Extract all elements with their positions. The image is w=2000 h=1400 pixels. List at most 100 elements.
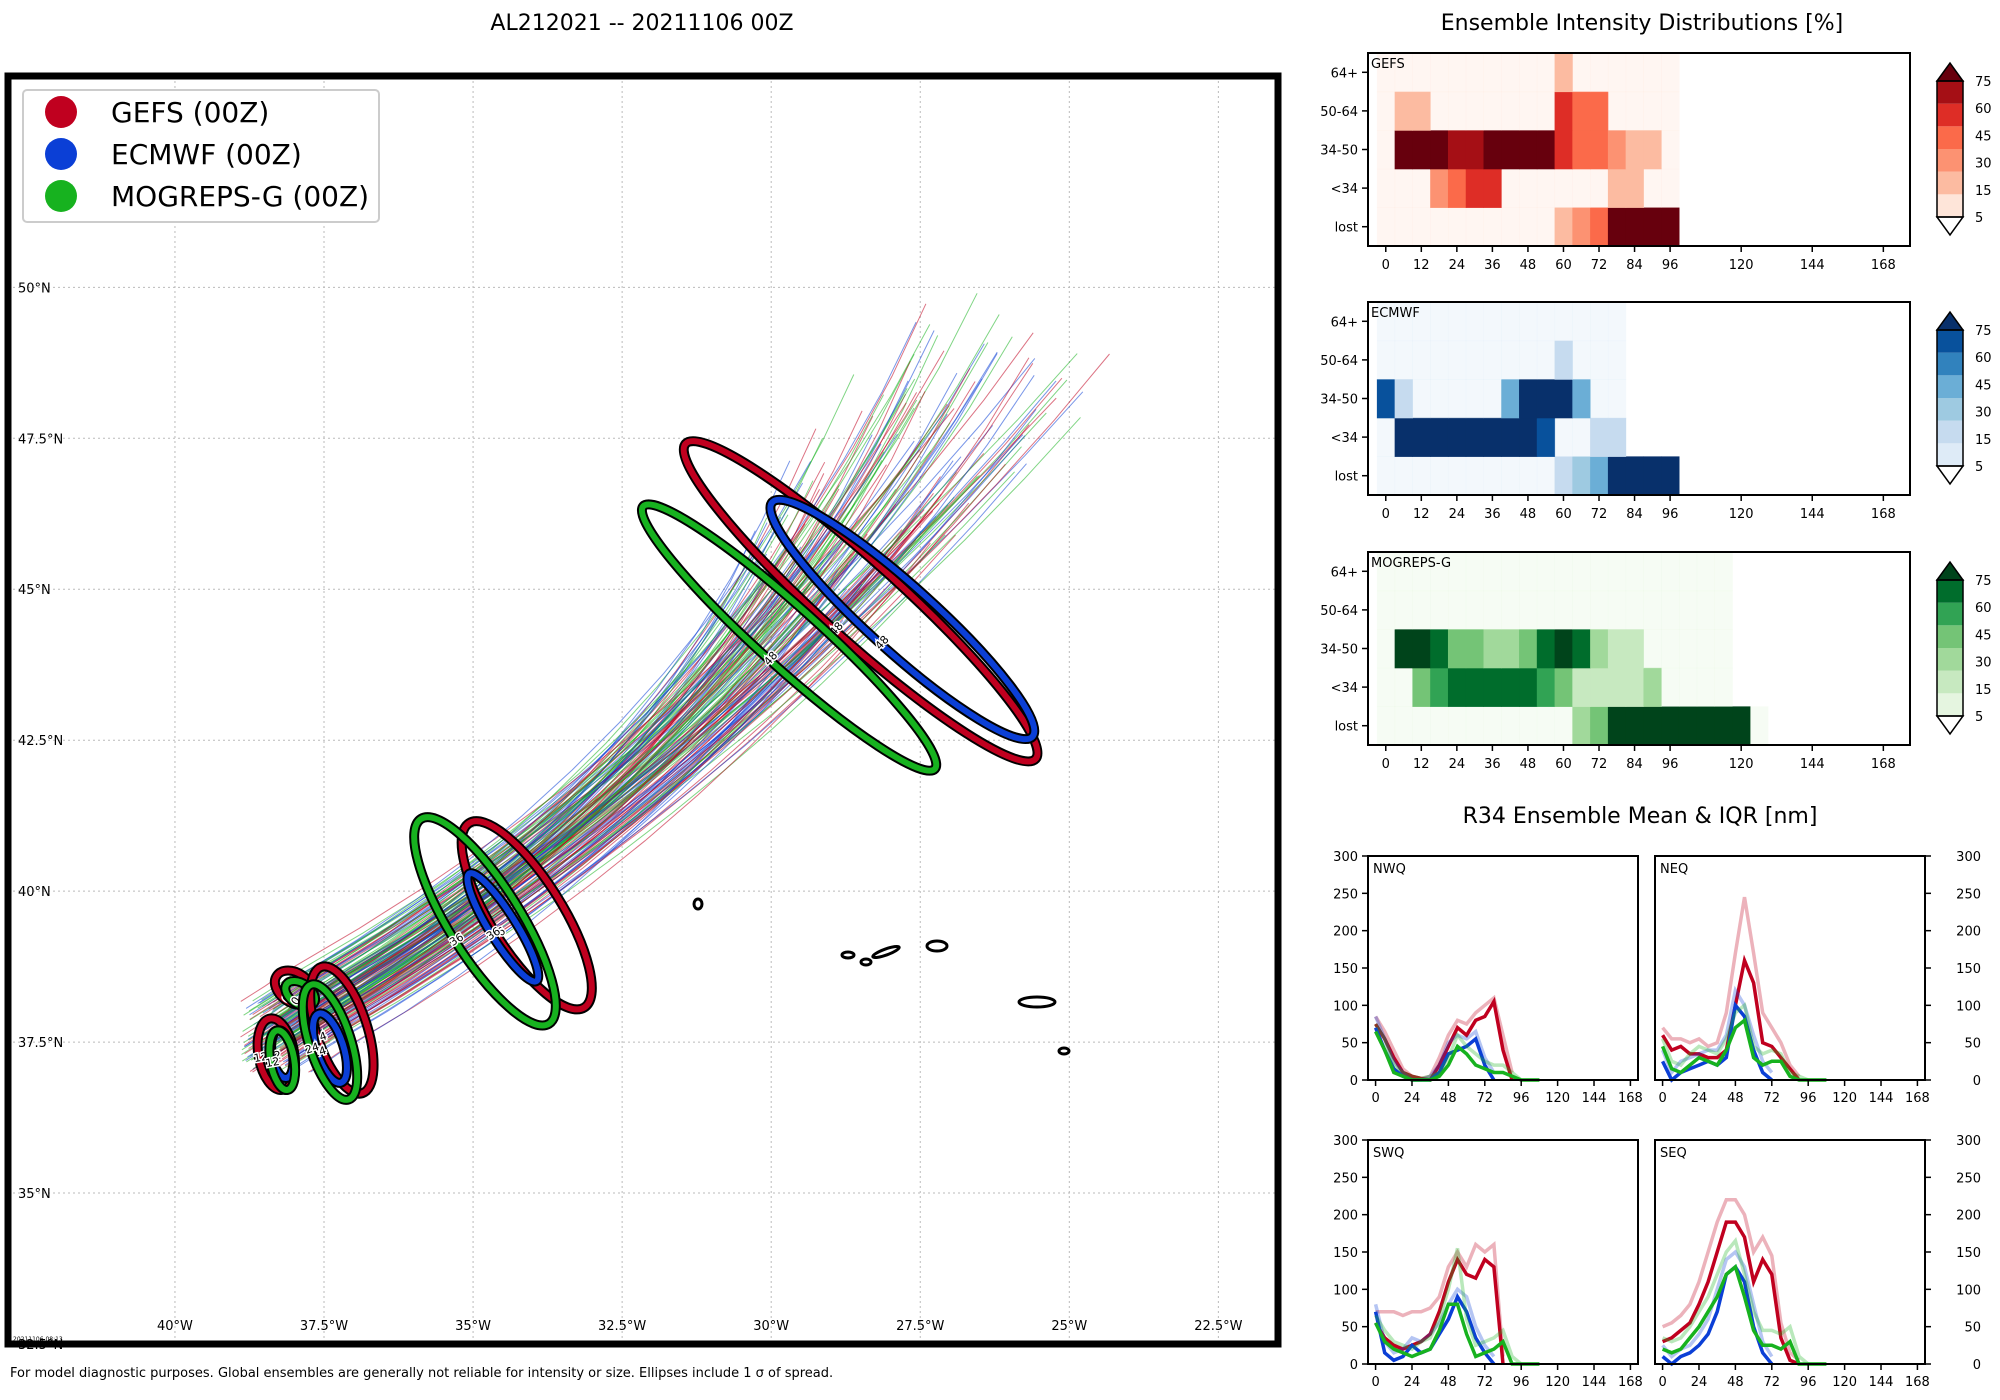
r34-ytick-label: 300 <box>1333 1134 1358 1149</box>
ellipse-ring <box>309 1010 350 1086</box>
heatmap-cell <box>1536 456 1556 496</box>
heatmap-ytick-label: 34-50 <box>1320 643 1358 658</box>
ellipse-hour-label: 24 <box>304 1040 321 1057</box>
heatmap-cell <box>1536 706 1556 746</box>
colorbar-segment <box>1937 171 1963 195</box>
lon-tick-label: 27.5°W <box>896 1319 944 1334</box>
heatmap-cell <box>1678 590 1698 630</box>
colorbar-segment <box>1937 602 1963 626</box>
heatmap-xtick-label: 0 <box>1382 757 1390 772</box>
heatmap-cell <box>1554 667 1573 707</box>
r34-xtick-label: 96 <box>1800 1091 1817 1106</box>
heatmap-ytick-label: lost <box>1335 470 1358 485</box>
colorbar-tick-label: 60 <box>1975 102 1992 117</box>
heatmap-cell <box>1607 207 1627 247</box>
heatmap-cell <box>1376 340 1396 380</box>
heatmap-cell <box>1465 706 1485 746</box>
heatmap-cell <box>1376 53 1396 93</box>
colorbar-tick-label: 75 <box>1975 75 1992 90</box>
heatmap-cell <box>1696 667 1716 707</box>
heatmap-cell <box>1572 552 1591 592</box>
island <box>840 950 856 960</box>
r34-ytick-label: 150 <box>1956 962 1981 977</box>
r34-xtick-label: 96 <box>1513 1375 1530 1390</box>
colorbar-segment <box>1937 330 1963 353</box>
r34-iqr-line-gefs <box>1661 1197 1801 1362</box>
heatmap-cell <box>1501 629 1520 669</box>
heatmap-cell <box>1519 456 1538 496</box>
heatmap-label: GEFS <box>1371 57 1405 72</box>
heatmap-cell <box>1394 340 1413 380</box>
heatmap-cell <box>1376 91 1396 131</box>
r34-panel-seq: SEQ 0 24 48 72 96 120 144 168 0 50 100 150 200 250 300 <box>1654 1134 1981 1390</box>
heatmap-cell <box>1447 552 1467 592</box>
heatmap-cell <box>1536 379 1556 419</box>
heatmap-cell <box>1625 552 1644 592</box>
heatmap-cell <box>1447 340 1467 380</box>
heatmap-cell <box>1376 667 1396 707</box>
r34-xtick-label: 96 <box>1800 1375 1817 1390</box>
heatmap-cell <box>1607 590 1627 630</box>
r34-panel-nwq: NWQ 0 24 48 72 96 120 144 168 0 50 100 150 200 250 300 <box>1333 850 1643 1106</box>
heatmap-cell <box>1430 207 1449 247</box>
heatmap-cell <box>1678 629 1698 669</box>
heatmap-cell <box>1412 53 1431 93</box>
heatmap-cell <box>1661 53 1680 93</box>
heatmap-xtick-label: 60 <box>1555 507 1572 522</box>
heatmap-cell <box>1661 130 1680 170</box>
heatmap-cell <box>1447 91 1467 131</box>
heatmap-ytick-label: 50-64 <box>1320 105 1358 120</box>
colorbar-tick-label: 60 <box>1975 601 1992 616</box>
lat-tick-label: 50°N <box>18 281 51 296</box>
heatmap-cell <box>1483 130 1502 170</box>
r34-ytick-label: 150 <box>1956 1246 1981 1261</box>
lon-tick-label: 40°W <box>157 1319 193 1334</box>
heatmap-cell <box>1590 207 1609 247</box>
heatmap-cell <box>1412 130 1431 170</box>
heatmap-xtick-label: 72 <box>1591 757 1608 772</box>
heatmap-cell <box>1732 706 1751 746</box>
spread-ellipse-mogreps-g-48: 48 <box>636 499 942 776</box>
heatmap-cell <box>1501 302 1520 342</box>
heatmap-cell <box>1412 91 1431 131</box>
heatmap-cell <box>1572 130 1591 170</box>
r34-panel-label: NEQ <box>1660 862 1688 877</box>
ensemble-track <box>284 588 848 1066</box>
colorbar-segment <box>1937 194 1963 217</box>
heatmap-cell <box>1447 456 1467 496</box>
heatmap-cell <box>1465 379 1485 419</box>
r34-xtick-label: 48 <box>1440 1091 1457 1106</box>
heatmap-cell <box>1394 629 1413 669</box>
lat-tick-label: 40°N <box>18 885 51 900</box>
heatmap-cell <box>1430 417 1449 457</box>
heatmap-gefs: GEFS lost <34 34-50 50-64 64+ 0 12 24 36 48 60 72 84 9… <box>1320 52 1992 273</box>
heatmap-cell <box>1447 53 1467 93</box>
legend-marker-ecmwf <box>45 138 77 170</box>
heatmap-cell <box>1554 629 1573 669</box>
heatmap-cell <box>1661 590 1680 630</box>
heatmap-cell <box>1430 91 1449 131</box>
r34-iqr-line-mogreps-g <box>1660 1002 1827 1082</box>
heatmap-cell <box>1590 302 1609 342</box>
ensemble-track <box>285 489 821 1026</box>
heatmap-cell <box>1430 552 1449 592</box>
heatmap-cell <box>1465 340 1485 380</box>
heatmap-cell <box>1519 207 1538 247</box>
r34-mean-line-gefs <box>1374 996 1514 1082</box>
colorbar-tick-label: 45 <box>1975 378 1992 393</box>
heatmap-cell <box>1572 91 1591 131</box>
ensemble-tracks <box>240 293 1110 1073</box>
heatmap-cell <box>1465 91 1485 131</box>
heatmap-cell <box>1447 417 1467 457</box>
heatmap-cell <box>1607 168 1627 208</box>
r34-mean-line-gefs <box>1374 1255 1505 1365</box>
heatmap-ytick-label: 64+ <box>1331 315 1358 330</box>
heatmap-cell <box>1501 130 1520 170</box>
heatmap-cell <box>1661 552 1680 592</box>
intensity-heatmaps: GEFS lost <34 34-50 50-64 64+ 0 12 24 36 48 60 72 84 9… <box>1320 52 1992 772</box>
heatmap-ytick-label: <34 <box>1331 431 1358 446</box>
heatmap-xtick-label: 72 <box>1591 258 1608 273</box>
r34-xtick-label: 72 <box>1764 1091 1781 1106</box>
colorbar-segment <box>1937 149 1963 172</box>
heatmap-xtick-label: 144 <box>1800 757 1825 772</box>
